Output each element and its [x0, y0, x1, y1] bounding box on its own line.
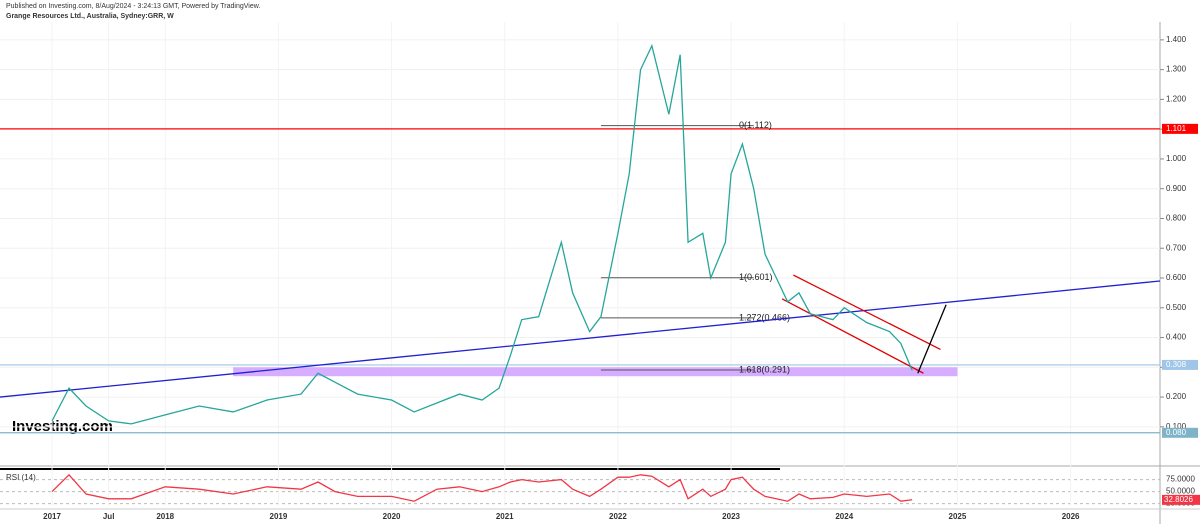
y-tick-label: 0.600	[1166, 273, 1187, 282]
y-tick-label: 0.100	[1166, 422, 1187, 431]
price-marker	[1162, 427, 1198, 438]
y-tick-label: 1.300	[1166, 65, 1187, 74]
x-tick-label: 2021	[496, 512, 514, 521]
x-tick-label: 2026	[1062, 512, 1080, 521]
price-marker	[1162, 123, 1198, 134]
x-tick-label: 2019	[270, 512, 288, 521]
support-zone	[233, 367, 958, 377]
y-tick-label: 1.200	[1166, 95, 1187, 104]
x-tick-label: 2022	[609, 512, 627, 521]
rsi-marker	[1162, 494, 1200, 505]
chart-title: Grange Resources Ltd., Australia, Sydney…	[6, 13, 174, 20]
x-tick-label: 2023	[722, 512, 740, 521]
y-tick-label: 0.200	[1166, 392, 1187, 401]
fib-label: 1(0.601)	[739, 272, 773, 282]
price-marker-label: 0.308	[1166, 360, 1187, 369]
y-tick-label: 1.400	[1166, 35, 1187, 44]
trendline	[793, 274, 941, 351]
x-tick-label: Jul	[103, 512, 115, 521]
x-tick-label: 2020	[383, 512, 401, 521]
y2-tick-label: 75.0000	[1166, 475, 1195, 484]
x-tick-label: 2024	[835, 512, 853, 521]
y-tick-label: 0.700	[1166, 243, 1187, 252]
price-marker	[1162, 359, 1198, 370]
price-marker-label: 0.080	[1166, 428, 1187, 437]
price-line	[51, 43, 913, 425]
y-tick-label: 0.800	[1166, 214, 1187, 223]
price-marker-label: 1.101	[1166, 124, 1187, 133]
header: Published on Investing.com, 8/Aug/2024 -…	[6, 3, 260, 10]
fib-label: 1.272(0.466)	[739, 312, 790, 322]
trendline	[0, 280, 1161, 398]
y-tick-label: 1.000	[1166, 154, 1187, 163]
fib-label: 1.618(0.291)	[739, 364, 790, 374]
rsi-marker-label: 32.8026	[1164, 495, 1193, 504]
y-tick-label: 0.500	[1166, 303, 1187, 312]
rsi-line	[51, 473, 913, 502]
y2-tick-label: 50.0000	[1166, 487, 1195, 496]
y-tick-label: 0.400	[1166, 333, 1187, 342]
y-tick-label: 0.900	[1166, 184, 1187, 193]
x-tick-label: 2018	[156, 512, 174, 521]
trendline	[917, 304, 947, 374]
trendline	[781, 298, 924, 374]
x-tick-label: 2017	[43, 512, 61, 521]
rsi-label: RSI (14)	[6, 473, 36, 482]
fib-label: 0(1.112)	[739, 120, 772, 130]
x-tick-label: 2025	[949, 512, 967, 521]
